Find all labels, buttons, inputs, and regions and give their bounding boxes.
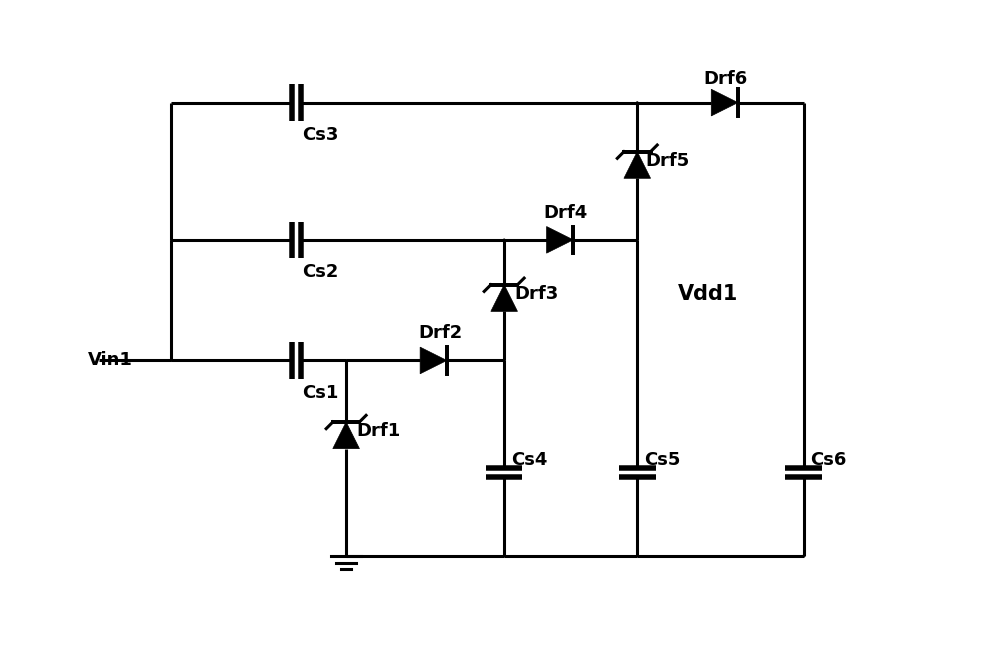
- Text: Cs2: Cs2: [302, 263, 338, 281]
- Circle shape: [171, 360, 172, 361]
- Text: Drf6: Drf6: [704, 70, 748, 88]
- Text: Drf3: Drf3: [514, 285, 558, 303]
- Circle shape: [504, 239, 505, 240]
- Text: Cs4: Cs4: [511, 451, 547, 468]
- Polygon shape: [420, 347, 447, 374]
- Circle shape: [504, 360, 505, 361]
- Text: Cs6: Cs6: [810, 451, 847, 468]
- Text: Cs5: Cs5: [644, 451, 680, 468]
- Circle shape: [171, 239, 172, 240]
- Text: Drf1: Drf1: [356, 422, 400, 440]
- Polygon shape: [491, 285, 517, 311]
- Circle shape: [637, 239, 638, 240]
- Circle shape: [637, 102, 638, 103]
- Polygon shape: [624, 152, 651, 178]
- Polygon shape: [711, 89, 738, 116]
- Text: Vdd1: Vdd1: [678, 284, 738, 304]
- Text: Drf4: Drf4: [543, 203, 588, 221]
- Polygon shape: [547, 227, 573, 253]
- Text: Cs3: Cs3: [302, 126, 338, 144]
- Text: Drf2: Drf2: [418, 324, 463, 342]
- Circle shape: [345, 360, 347, 361]
- Text: Drf5: Drf5: [646, 152, 690, 170]
- Text: Cs1: Cs1: [302, 384, 338, 402]
- Text: Vin1: Vin1: [88, 352, 133, 370]
- Polygon shape: [333, 422, 359, 449]
